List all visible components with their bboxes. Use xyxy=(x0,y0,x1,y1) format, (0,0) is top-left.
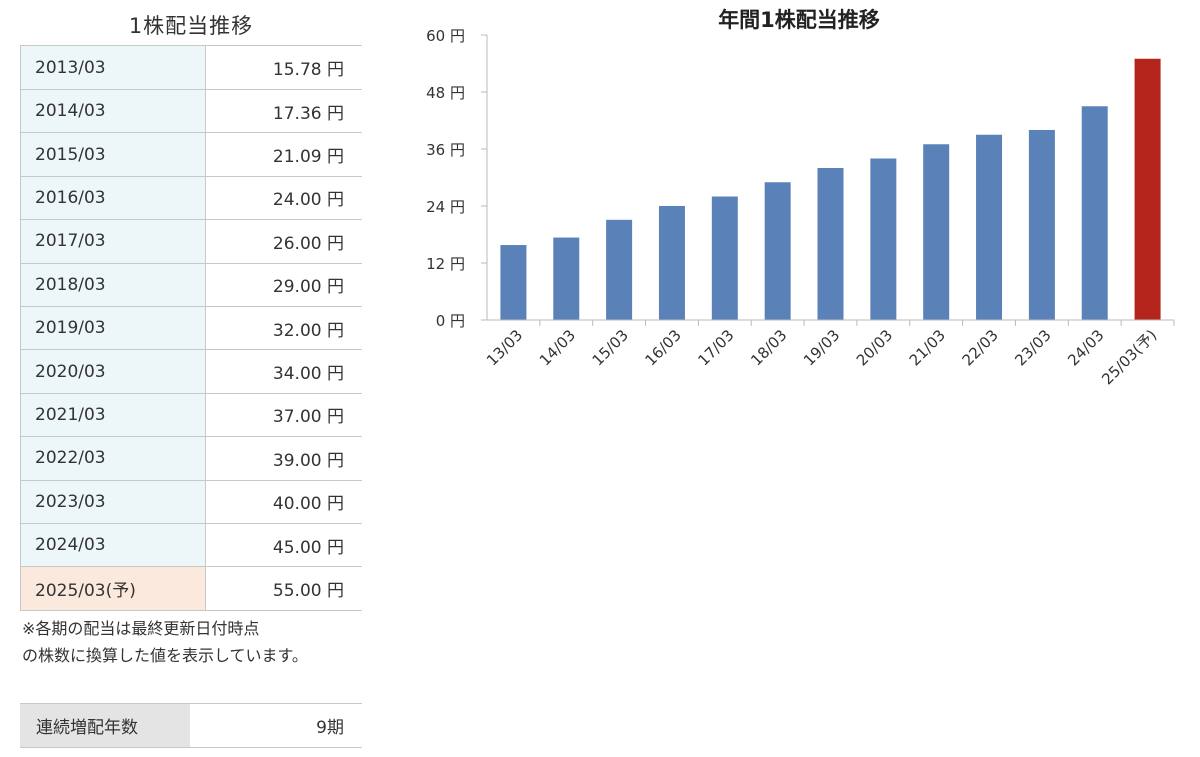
bar xyxy=(711,196,738,320)
x-tick-label: 21/03 xyxy=(906,326,949,369)
x-tick-label: 23/03 xyxy=(1011,326,1054,369)
table-row: 2019/03 32.00 円 xyxy=(20,306,362,351)
dividend-cell: 39.00 円 xyxy=(272,450,344,471)
bar xyxy=(553,237,580,320)
x-tick-label: 22/03 xyxy=(959,326,1002,369)
bar xyxy=(1028,130,1055,320)
dividend-cell: 55.00 円 xyxy=(272,580,344,601)
forecast-bar xyxy=(1134,58,1161,320)
bar xyxy=(976,134,1003,320)
dividend-cell: 32.00 円 xyxy=(272,320,344,341)
bar xyxy=(923,144,950,320)
x-tick-label: 13/03 xyxy=(483,326,526,369)
dividend-cell: 29.00 円 xyxy=(272,277,344,298)
period-cell: 2017/03 xyxy=(20,220,206,263)
bar xyxy=(500,245,527,320)
period-cell: 2016/03 xyxy=(20,176,206,220)
period-cell: 2025/03(予) xyxy=(20,567,206,610)
table-row: 2022/03 39.00 円 xyxy=(20,437,362,481)
x-tick-label: 16/03 xyxy=(641,326,684,369)
dividend-cell: 34.00 円 xyxy=(272,364,344,385)
dividend-cell: 37.00 円 xyxy=(272,407,344,428)
bar xyxy=(658,206,685,320)
dividend-cell: 17.36 円 xyxy=(272,103,344,124)
dividend-cell: 21.09 円 xyxy=(272,147,344,168)
streak-value: 9期 xyxy=(316,718,344,738)
dividend-table: 2013/03 15.78 円 2014/03 17.36 円 2015/03 21.09… xyxy=(20,45,362,611)
period-cell: 2015/03 xyxy=(20,133,206,176)
dividend-cell: 45.00 円 xyxy=(272,537,344,558)
x-tick-label: 19/03 xyxy=(800,326,843,369)
x-tick-label: 17/03 xyxy=(694,326,737,369)
dividend-cell: 15.78 円 xyxy=(272,60,344,80)
table-row: 2020/03 34.00 円 xyxy=(20,350,362,394)
bar xyxy=(870,158,897,320)
y-tick-label: 24 円 xyxy=(426,198,465,216)
y-tick-label: 12 円 xyxy=(426,255,465,273)
table-row: 2025/03(予) 55.00 円 xyxy=(20,567,362,611)
table-row: 2021/03 37.00 円 xyxy=(20,393,362,438)
table-row: 2013/03 15.78 円 xyxy=(20,46,362,90)
period-cell: 2022/03 xyxy=(20,437,206,480)
table-title: 1株配当推移 xyxy=(128,14,254,38)
period-cell: 2014/03 xyxy=(20,90,206,133)
bars xyxy=(500,58,1161,320)
dividend-cell: 26.00 円 xyxy=(272,233,344,254)
x-tick-label: 24/03 xyxy=(1064,326,1107,369)
x-tick-label: 18/03 xyxy=(747,326,790,369)
table-row: 2024/03 45.00 円 xyxy=(20,523,362,568)
table-note: ※各期の配当は最終更新日付時点 の株数に換算した値を表示しています。 xyxy=(22,618,308,665)
period-cell: 2020/03 xyxy=(20,350,206,393)
period-cell: 2019/03 xyxy=(20,306,206,350)
streak-row: 連続増配年数 9期 xyxy=(20,703,362,748)
bar xyxy=(606,219,633,320)
period-cell: 2021/03 xyxy=(20,393,206,437)
x-tick-label: 25/03(予) xyxy=(1098,326,1160,388)
table-row: 2014/03 17.36 円 xyxy=(20,90,362,134)
y-tick-label: 60 円 xyxy=(426,27,465,45)
table-row: 2016/03 24.00 円 xyxy=(20,176,362,221)
x-tick-label: 14/03 xyxy=(536,326,579,369)
x-tick-label: 20/03 xyxy=(853,326,896,369)
dividend-chart: 年間1株配当推移 0 円 12 円 24 円 36 円 48 円 60 円 13/03 14… xyxy=(400,0,1200,440)
dividend-table-panel: 1株配当推移 2013/03 15.78 円 2014/03 17.36 円 2015/… xyxy=(20,0,362,669)
table-row: 2018/03 29.00 円 xyxy=(20,263,362,307)
table-row: 2015/03 21.09 円 xyxy=(20,133,362,177)
table-row: 2023/03 40.00 円 xyxy=(20,480,362,524)
y-axis: 0 円 12 円 24 円 36 円 48 円 60 円 xyxy=(426,27,488,330)
y-tick-label: 48 円 xyxy=(426,84,465,102)
bar xyxy=(764,182,791,320)
x-tick-label: 15/03 xyxy=(589,326,632,369)
y-tick-label: 36 円 xyxy=(426,141,465,159)
x-axis: 13/03 14/03 15/03 16/03 17/03 18/03 19/03 20/03… xyxy=(483,319,1175,388)
table-row: 2017/03 26.00 円 xyxy=(20,220,362,264)
bar xyxy=(1081,106,1108,320)
period-cell: 2018/03 xyxy=(20,263,206,306)
period-cell: 2024/03 xyxy=(20,523,206,567)
y-tick-label: 0 円 xyxy=(436,312,465,330)
chart-title: 年間1株配当推移 xyxy=(718,8,880,32)
period-cell: 2023/03 xyxy=(20,480,206,523)
dividend-cell: 40.00 円 xyxy=(272,494,344,515)
streak-label: 連続増配年数 xyxy=(20,704,190,747)
chart-svg: 年間1株配当推移 0 円 12 円 24 円 36 円 48 円 60 円 13/03 14… xyxy=(426,8,1175,388)
dividend-cell: 24.00 円 xyxy=(272,190,344,211)
bar xyxy=(817,168,844,320)
period-cell: 2013/03 xyxy=(20,46,206,89)
